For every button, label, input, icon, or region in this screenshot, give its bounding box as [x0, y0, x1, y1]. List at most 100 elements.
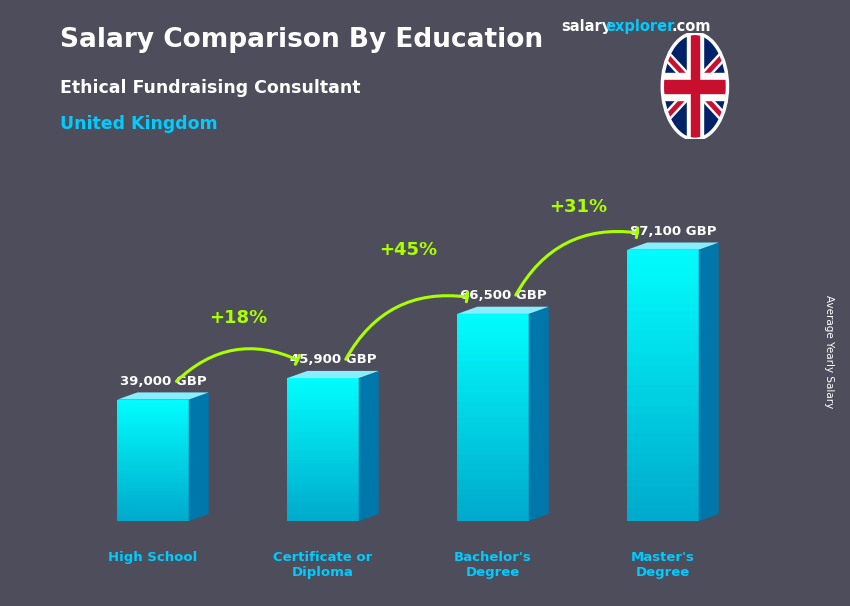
Bar: [627, 392, 699, 399]
Bar: [287, 453, 359, 457]
Bar: [117, 518, 189, 521]
Text: +45%: +45%: [379, 241, 437, 259]
Bar: [287, 385, 359, 389]
Bar: [117, 503, 189, 506]
Bar: [287, 399, 359, 403]
Bar: [117, 454, 189, 458]
Bar: [627, 406, 699, 413]
Bar: [457, 438, 529, 444]
Bar: [117, 415, 189, 418]
Bar: [627, 440, 699, 447]
Bar: [627, 263, 699, 270]
Bar: [287, 382, 359, 385]
Bar: [287, 446, 359, 450]
Bar: [287, 482, 359, 485]
Bar: [287, 496, 359, 500]
Bar: [627, 284, 699, 290]
Bar: [287, 518, 359, 521]
Bar: [287, 507, 359, 510]
Bar: [287, 489, 359, 493]
Bar: [117, 399, 189, 402]
Bar: [287, 439, 359, 442]
Bar: [287, 442, 359, 446]
Bar: [627, 304, 699, 311]
Bar: [287, 514, 359, 518]
Bar: [627, 351, 699, 358]
Bar: [627, 501, 699, 508]
Bar: [457, 387, 529, 391]
Polygon shape: [287, 371, 379, 378]
Bar: [627, 494, 699, 501]
Bar: [627, 311, 699, 318]
Bar: [457, 505, 529, 511]
Bar: [117, 494, 189, 497]
Bar: [117, 500, 189, 503]
Bar: [117, 488, 189, 491]
Bar: [117, 442, 189, 445]
Bar: [117, 427, 189, 430]
Bar: [117, 515, 189, 518]
Bar: [117, 479, 189, 482]
Bar: [287, 500, 359, 503]
Bar: [457, 381, 529, 387]
Bar: [117, 421, 189, 424]
Bar: [117, 476, 189, 479]
Bar: [457, 397, 529, 402]
Text: 87,100 GBP: 87,100 GBP: [630, 225, 717, 238]
Bar: [117, 509, 189, 512]
Bar: [627, 487, 699, 494]
Bar: [287, 396, 359, 399]
Bar: [117, 485, 189, 488]
Bar: [287, 474, 359, 478]
Bar: [457, 412, 529, 418]
Bar: [287, 510, 359, 514]
Bar: [117, 408, 189, 411]
Polygon shape: [457, 307, 549, 314]
Bar: [117, 497, 189, 500]
Bar: [457, 361, 529, 365]
Bar: [457, 365, 529, 371]
Bar: [457, 330, 529, 335]
Bar: [457, 459, 529, 464]
Bar: [117, 424, 189, 427]
Bar: [117, 430, 189, 433]
Text: .com: .com: [672, 19, 711, 35]
Bar: [457, 355, 529, 361]
Bar: [117, 473, 189, 476]
Bar: [287, 464, 359, 467]
Bar: [117, 451, 189, 454]
Bar: [457, 428, 529, 433]
Bar: [117, 464, 189, 467]
Bar: [627, 365, 699, 372]
Text: Master's
Degree: Master's Degree: [631, 551, 695, 579]
Bar: [627, 481, 699, 487]
Bar: [627, 447, 699, 453]
Bar: [117, 411, 189, 415]
Bar: [627, 338, 699, 345]
Bar: [457, 423, 529, 428]
Bar: [117, 470, 189, 473]
Bar: [627, 467, 699, 474]
Polygon shape: [359, 371, 379, 521]
Bar: [457, 495, 529, 501]
Bar: [457, 480, 529, 485]
Polygon shape: [699, 242, 719, 521]
Bar: [457, 407, 529, 412]
Bar: [627, 270, 699, 277]
Bar: [117, 458, 189, 461]
Bar: [457, 319, 529, 324]
Text: Ethical Fundraising Consultant: Ethical Fundraising Consultant: [60, 79, 360, 97]
Bar: [457, 391, 529, 397]
Bar: [627, 277, 699, 284]
Text: Bachelor's
Degree: Bachelor's Degree: [454, 551, 532, 579]
Bar: [627, 345, 699, 351]
Bar: [457, 314, 529, 319]
Bar: [627, 372, 699, 379]
Bar: [457, 485, 529, 490]
Bar: [117, 418, 189, 421]
Polygon shape: [189, 393, 209, 521]
Text: 45,900 GBP: 45,900 GBP: [290, 353, 377, 366]
Bar: [457, 402, 529, 407]
Bar: [117, 405, 189, 408]
Bar: [117, 448, 189, 451]
